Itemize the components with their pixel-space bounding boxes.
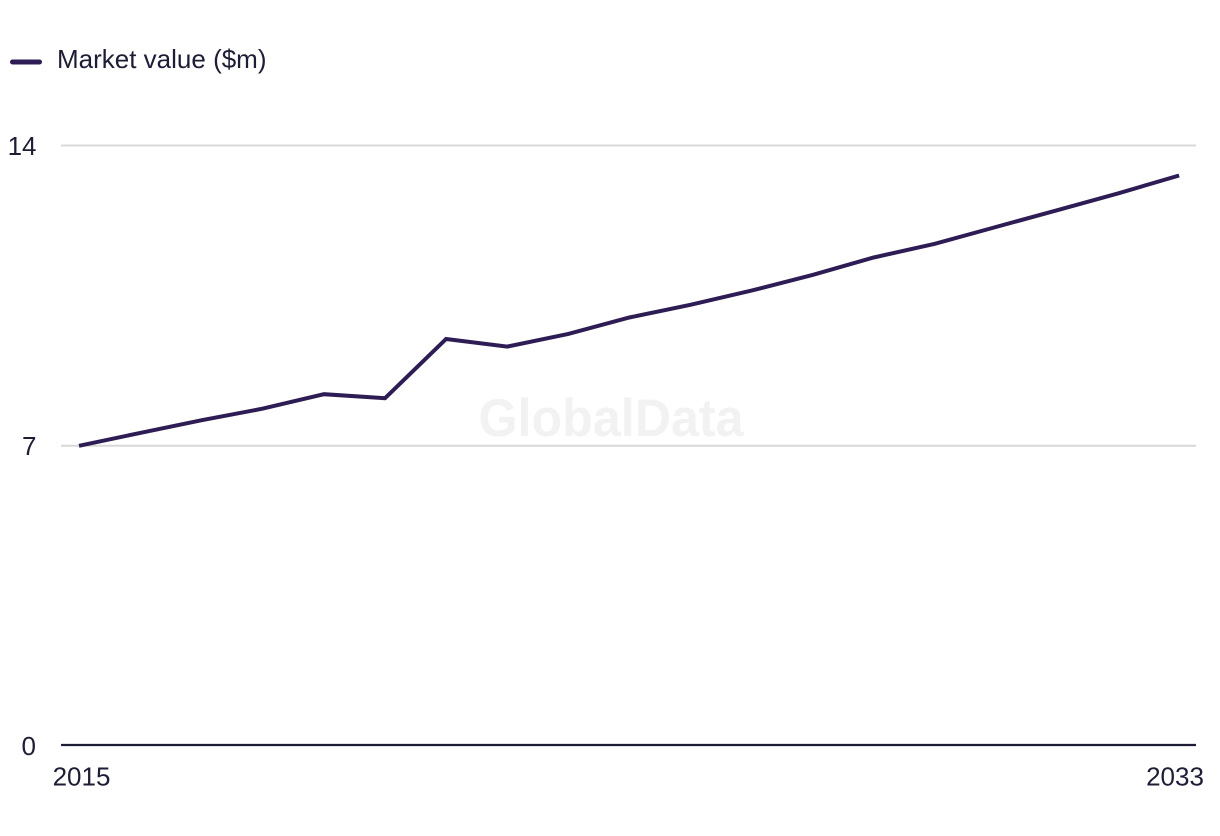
svg-text:GlobalData: GlobalData xyxy=(479,389,744,448)
svg-text:14: 14 xyxy=(8,131,37,161)
svg-text:0: 0 xyxy=(22,731,36,761)
svg-text:2015: 2015 xyxy=(53,762,111,792)
svg-text:7: 7 xyxy=(22,431,36,461)
svg-text:Market value ($m): Market value ($m) xyxy=(57,44,267,74)
svg-text:2033: 2033 xyxy=(1146,762,1204,792)
